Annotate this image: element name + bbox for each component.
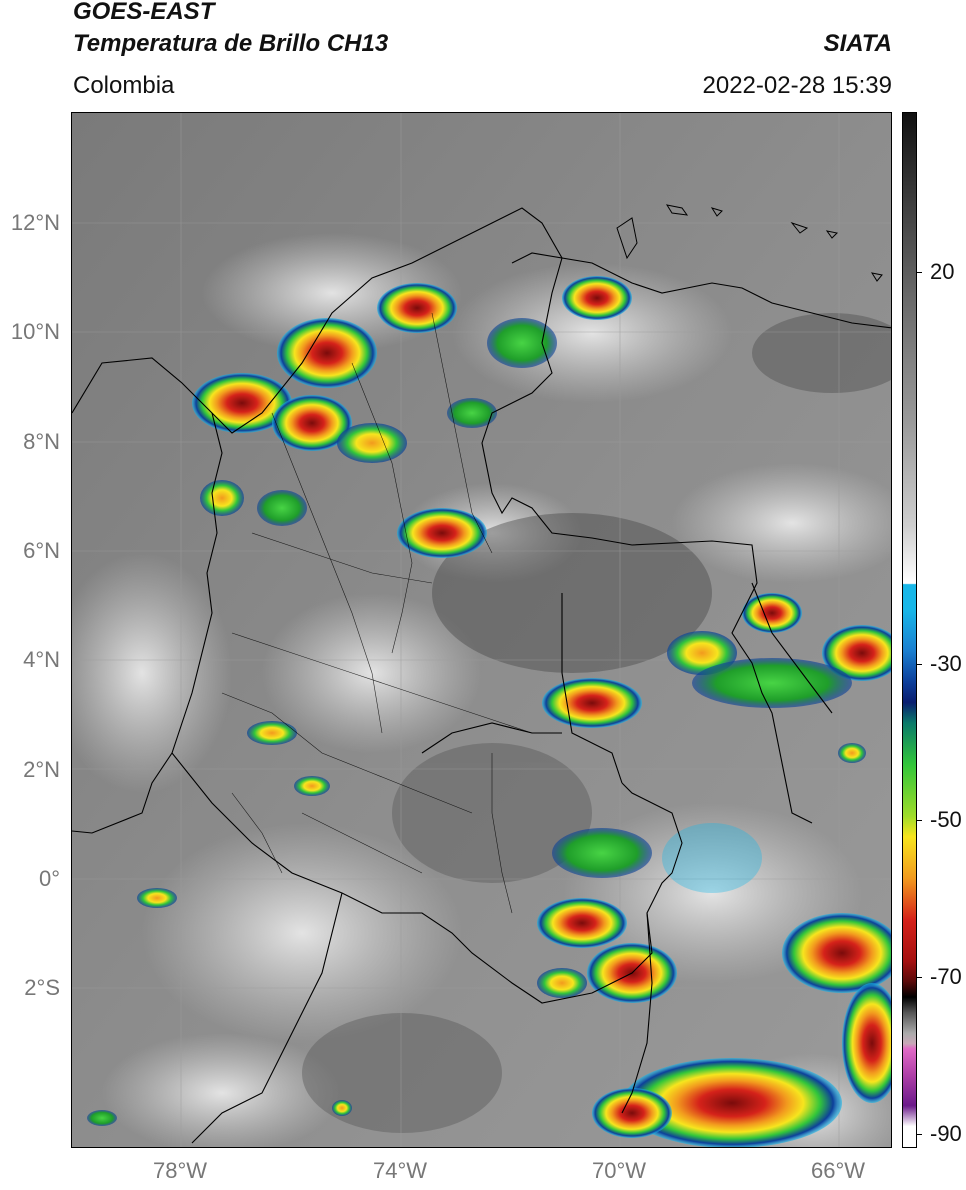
source-label: SIATA [823, 30, 892, 57]
colorbar-label: -50 [930, 807, 962, 832]
lon-label: 70°W [591, 1158, 647, 1183]
colorbar-label: -30 [930, 651, 962, 676]
lat-label: 8°N [23, 429, 60, 454]
colorbar-tick [916, 977, 922, 978]
lon-label: 74°W [372, 1158, 428, 1183]
lon-label: 66°W [810, 1158, 866, 1183]
colorbar-tick [916, 272, 922, 273]
datetime-label: 2022-02-28 15:39 [702, 72, 893, 99]
borders [72, 207, 891, 1144]
lon-label: 78°W [152, 1158, 208, 1183]
lat-label: 2°N [23, 757, 60, 782]
department-lines [221, 312, 533, 914]
colorbar [902, 112, 917, 1148]
colorbar-label: -90 [930, 1121, 962, 1146]
lat-label: 6°N [23, 538, 60, 563]
product-title: Temperatura de Brillo CH13 [73, 30, 389, 57]
region-label: Colombia [73, 72, 175, 99]
colorbar-tick [916, 1134, 922, 1135]
colorbar-label: 20 [930, 259, 955, 284]
lat-label: 0° [38, 866, 60, 891]
lat-label: 2°S [24, 975, 60, 1000]
lat-label: 4°N [23, 647, 60, 672]
islands [616, 204, 883, 282]
lat-label: 12°N [10, 210, 60, 235]
colorbar-label: -70 [930, 964, 962, 989]
satellite-title: GOES-EAST [73, 0, 215, 25]
lat-label: 10°N [10, 319, 60, 344]
colorbar-tick [916, 820, 922, 821]
satellite-map [71, 112, 892, 1148]
map-canvas [72, 113, 891, 1147]
colorbar-tick [916, 664, 922, 665]
